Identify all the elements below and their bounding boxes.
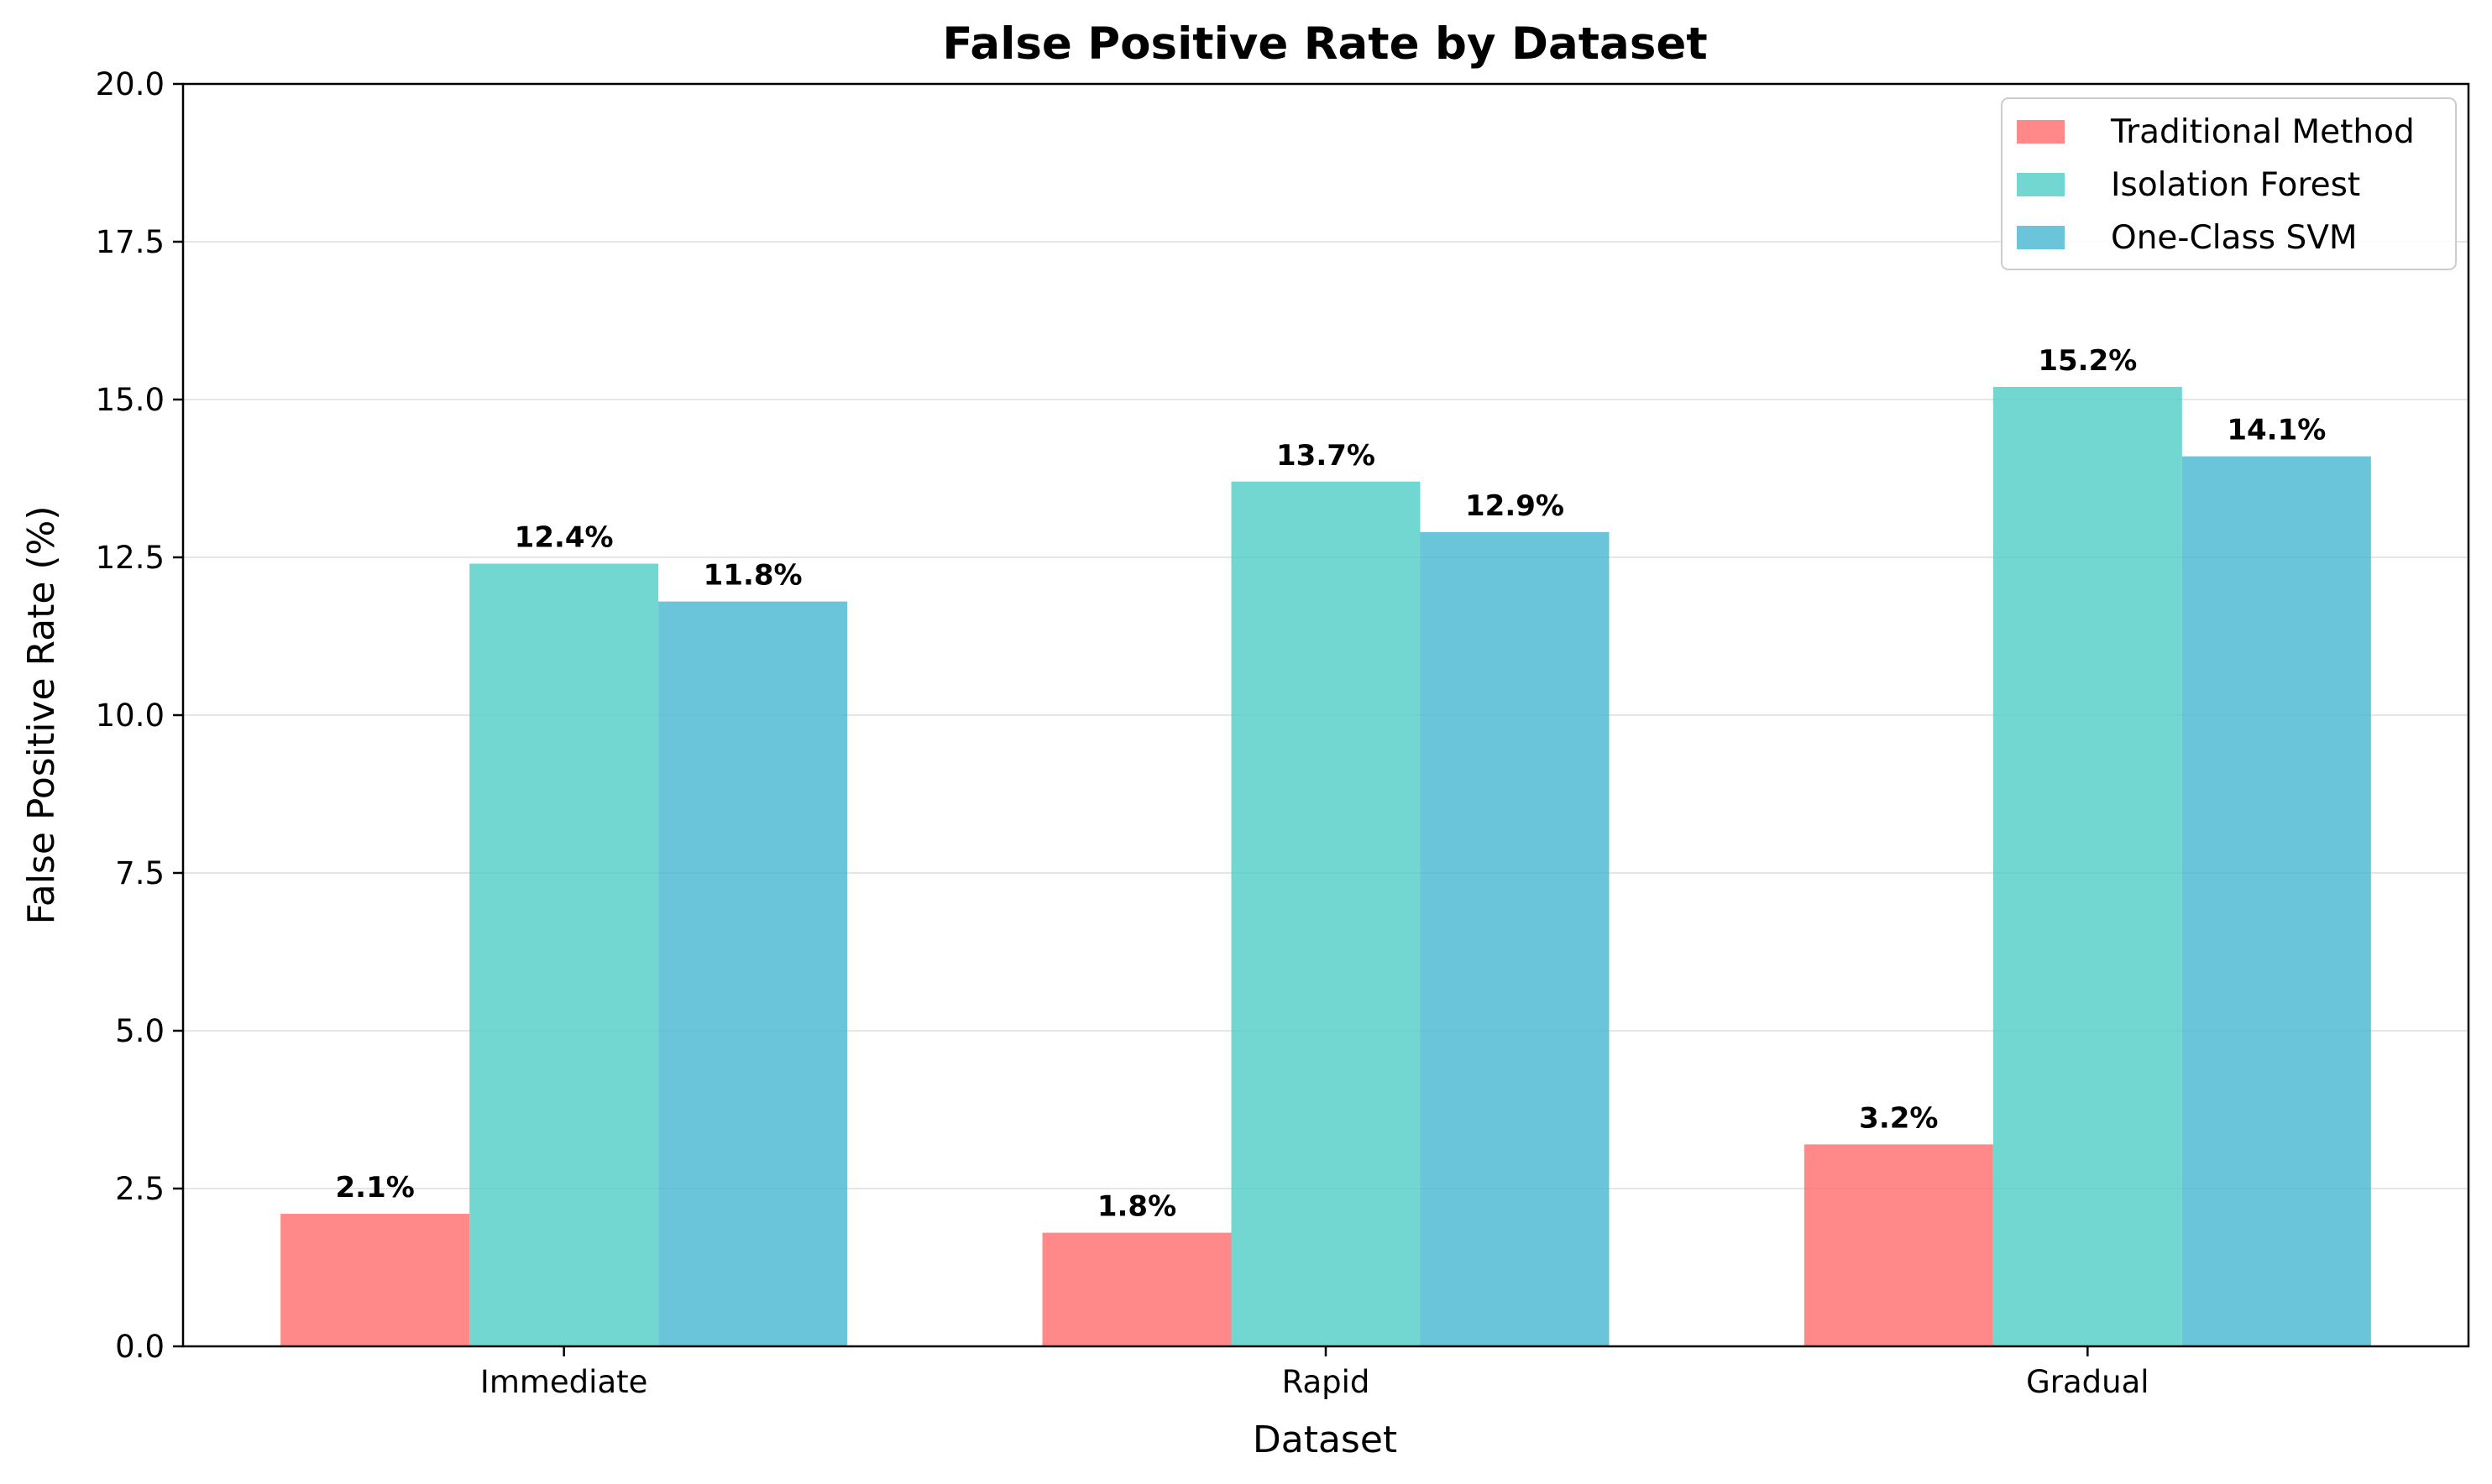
x-tick-label: Gradual (2026, 1364, 2149, 1400)
data-label: 14.1% (2227, 414, 2326, 447)
bar (1992, 386, 2182, 1347)
x-axis-label: Dataset (1253, 1419, 1397, 1461)
bar (1420, 531, 1610, 1346)
y-tick-label: 10.0 (96, 698, 165, 734)
bar (658, 601, 848, 1346)
data-label: 11.8% (704, 559, 803, 593)
data-label: 12.4% (515, 521, 614, 555)
bar (280, 1214, 470, 1346)
data-labels: 2.1% 12.4% 11.8% 1.8% 13.7% 12.9% 3.2% 15.2% 14.… (336, 344, 2327, 1224)
y-axis-label: False Positive Rate (%) (20, 505, 63, 924)
legend-swatch (2017, 120, 2065, 144)
data-label: 1.8% (1097, 1190, 1176, 1224)
data-label: 12.9% (1465, 489, 1564, 523)
x-axis: Immediate Rapid Gradual (480, 1346, 2149, 1400)
bar (1804, 1144, 1993, 1346)
data-label: 3.2% (1859, 1101, 1938, 1135)
bar (1042, 1232, 1232, 1346)
legend-label: Isolation Forest (2111, 166, 2360, 204)
data-label: 2.1% (336, 1171, 415, 1204)
bars (280, 386, 2371, 1347)
legend-box (2001, 97, 2457, 270)
bar (2181, 456, 2371, 1347)
chart-title: False Positive Rate by Dataset (942, 18, 1707, 70)
y-tick-label: 15.0 (96, 382, 165, 418)
data-label: 13.7% (1276, 439, 1375, 473)
y-tick-label: 17.5 (96, 224, 165, 260)
bar (1231, 481, 1421, 1346)
x-tick-label: Rapid (1282, 1364, 1370, 1400)
bar (469, 563, 659, 1346)
data-label: 15.2% (2038, 344, 2137, 378)
y-tick-label: 2.5 (115, 1171, 165, 1207)
y-tick-label: 12.5 (96, 540, 165, 576)
y-tick-label: 5.0 (115, 1013, 165, 1049)
legend-label: Traditional Method (2110, 113, 2415, 151)
y-axis: 0.0 2.5 5.0 7.5 10.0 12.5 15.0 17.5 20.0 (96, 66, 183, 1365)
legend-label: One-Class SVM (2111, 219, 2358, 257)
legend-swatch (2017, 226, 2065, 249)
y-tick-label: 7.5 (115, 855, 165, 891)
y-tick-label: 0.0 (115, 1329, 165, 1365)
legend: Traditional Method Isolation Forest One-Cl… (2001, 97, 2457, 270)
legend-swatch (2017, 173, 2065, 196)
x-tick-label: Immediate (480, 1364, 647, 1400)
y-tick-label: 20.0 (96, 66, 165, 102)
